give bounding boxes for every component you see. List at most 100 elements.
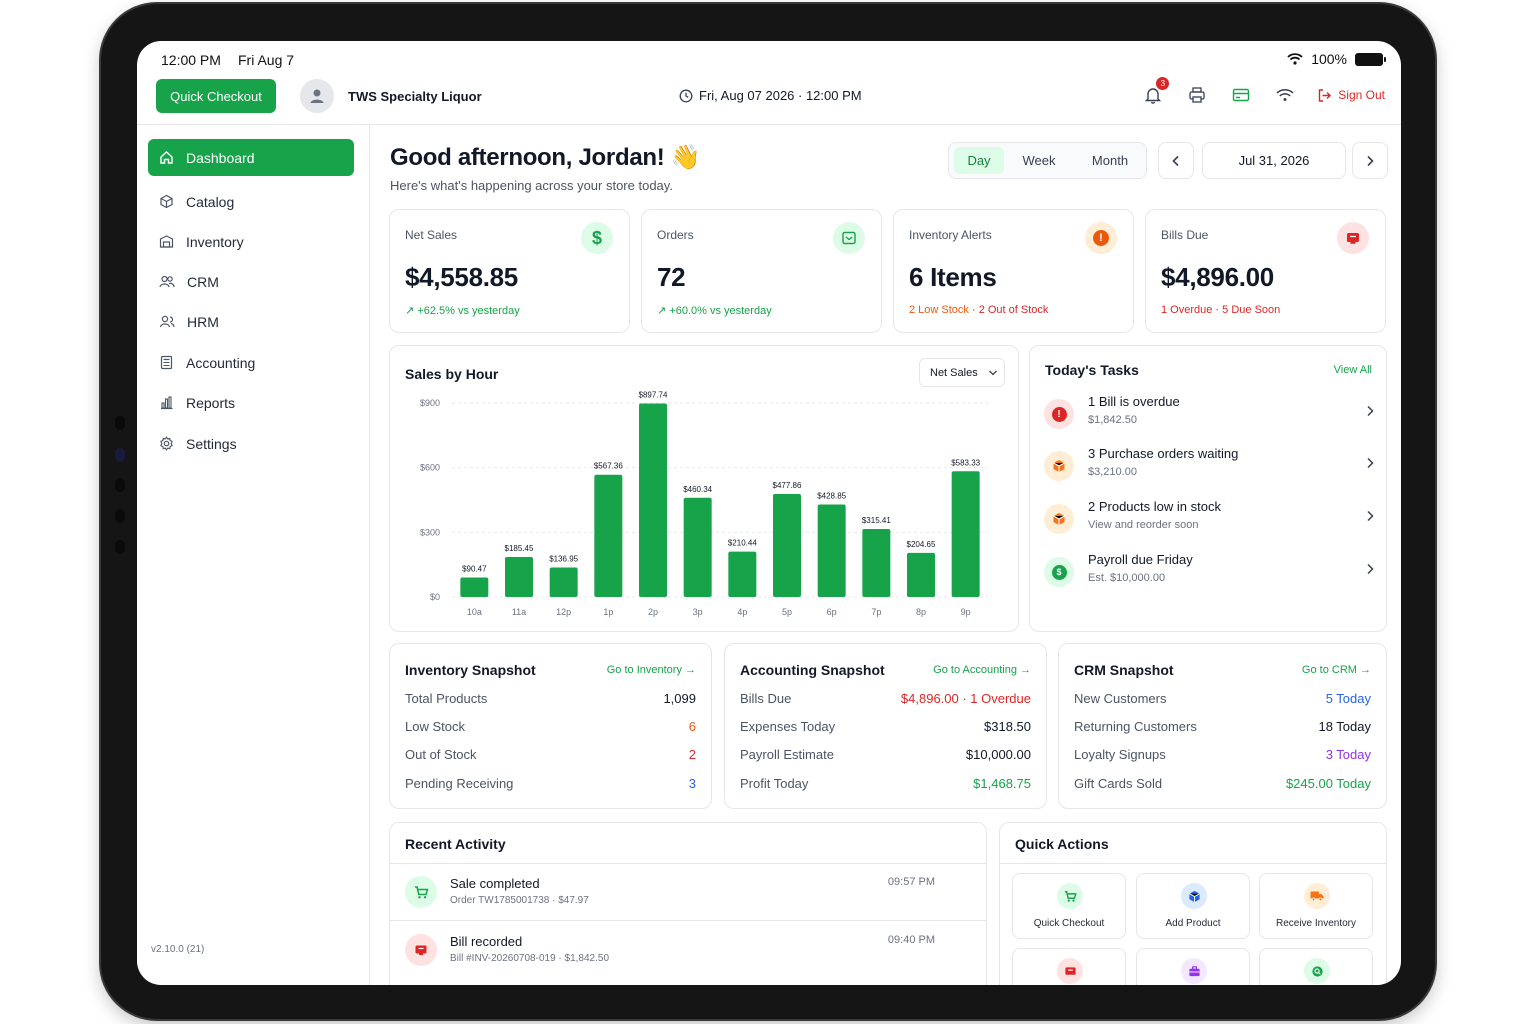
customer-search-icon <box>1304 958 1330 984</box>
bill-icon <box>1337 222 1369 254</box>
quick-action-add-product[interactable]: Add Product <box>1136 873 1250 939</box>
recent-activity-card: Recent Activity Sale completed Order TW1… <box>389 822 987 985</box>
x-tick-label: 2p <box>648 607 658 617</box>
snapshot-title: CRM Snapshot <box>1074 662 1174 678</box>
view-all-tasks-link[interactable]: View All <box>1333 364 1372 376</box>
snapshot-row: Out of Stock 2 <box>405 747 696 767</box>
go-to-crm-link[interactable]: Go to CRM → <box>1301 664 1371 676</box>
network-button[interactable] <box>1273 83 1297 107</box>
kpi-bills-due[interactable]: Bills Due $4,896.00 1 Overdue · 5 Due So… <box>1145 209 1386 333</box>
sidebar-item-reports[interactable]: Reports <box>148 384 354 421</box>
period-day[interactable]: Day <box>954 147 1004 174</box>
x-tick-label: 10a <box>467 607 482 617</box>
row-label: Gift Cards Sold <box>1074 776 1163 791</box>
due-soon-text: 5 Due Soon <box>1222 304 1281 316</box>
box-icon <box>1181 883 1207 909</box>
battery-icon <box>1355 52 1386 66</box>
wifi-icon <box>1287 53 1303 65</box>
row-label: Total Products <box>405 691 488 706</box>
next-date-button[interactable] <box>1352 142 1388 179</box>
task-subtitle: Est. $10,000.00 <box>1088 572 1166 584</box>
kpi-label: Bills Due <box>1161 228 1209 242</box>
device-button <box>115 509 125 523</box>
quick-action-receive-inventory[interactable]: Receive Inventory <box>1259 873 1373 939</box>
tasks-title: Today's Tasks <box>1045 362 1139 378</box>
avatar[interactable] <box>300 79 334 113</box>
chevron-right-icon <box>1367 155 1374 166</box>
sign-out-button[interactable]: Sign Out <box>1317 88 1385 103</box>
notifications-button[interactable]: 3 <box>1141 77 1170 107</box>
date-picker[interactable]: Jul 31, 2026 <box>1202 142 1346 179</box>
current-datetime: Fri, Aug 07 2026 · 12:00 PM <box>679 88 862 103</box>
package-icon <box>1044 504 1074 534</box>
sidebar-item-label: HRM <box>187 313 219 330</box>
device-button <box>115 416 125 430</box>
calculator-icon <box>160 355 173 370</box>
sidebar-item-inventory[interactable]: Inventory <box>148 223 354 260</box>
task-payroll[interactable]: $ Payroll due Friday Est. $10,000.00 <box>1044 551 1374 601</box>
package-icon <box>1044 451 1074 481</box>
row-value: $245.00 Today <box>1285 776 1371 791</box>
chart-metric-select[interactable]: Net Sales <box>919 358 1005 387</box>
period-month[interactable]: Month <box>1091 153 1129 168</box>
activity-time: 09:57 PM <box>887 876 935 888</box>
users-icon <box>159 275 175 288</box>
snapshot-row: Returning Customers 18 Today <box>1074 719 1371 739</box>
row-value: 18 Today <box>1318 719 1371 734</box>
todays-tasks-card: Today's Tasks View All ! 1 Bill is overd… <box>1029 345 1387 632</box>
sidebar-item-hrm[interactable]: HRM <box>148 303 354 340</box>
x-tick-label: 12p <box>556 607 571 617</box>
battery-percent: 100% <box>1311 51 1347 67</box>
period-selector: Day Week Month <box>948 142 1147 179</box>
previous-date-button[interactable] <box>1158 142 1194 179</box>
bar-value-label: $567.36 <box>594 462 623 471</box>
x-tick-label: 1p <box>603 607 613 617</box>
app-screen: 12:00 PM Fri Aug 7 100% Quick Checkout T… <box>137 41 1401 985</box>
chevron-right-icon <box>1367 563 1374 575</box>
row-label: Payroll Estimate <box>740 747 834 762</box>
bar <box>594 474 623 597</box>
page-subtitle: Here's what's happening across your stor… <box>390 178 673 193</box>
chevron-right-icon <box>1367 510 1374 522</box>
team-icon <box>159 315 175 328</box>
sidebar-item-catalog[interactable]: Catalog <box>148 183 354 220</box>
quick-action-customer[interactable] <box>1259 948 1373 985</box>
print-button[interactable] <box>1185 83 1209 107</box>
row-value: 3 <box>688 776 696 791</box>
activity-item[interactable]: Bill recorded Bill #INV-20260708-019 · $… <box>390 922 986 978</box>
kpi-net-sales[interactable]: Net Sales $4,558.85 ↗ +62.5% vs yesterda… <box>389 209 630 333</box>
go-to-accounting-link[interactable]: Go to Accounting → <box>933 664 1031 676</box>
device-button <box>115 448 125 462</box>
row-value: 5 Today <box>1325 691 1371 706</box>
period-week[interactable]: Week <box>1022 153 1056 168</box>
clock-icon <box>679 89 693 102</box>
bar <box>683 497 712 597</box>
sidebar-item-label: CRM <box>187 273 219 290</box>
quick-action-checkout[interactable]: Quick Checkout <box>1012 873 1126 939</box>
device-button <box>115 540 125 554</box>
task-subtitle: View and reorder soon <box>1088 519 1199 531</box>
sidebar-item-dashboard[interactable]: Dashboard <box>148 139 354 176</box>
status-time: 12:00 PM <box>161 52 221 68</box>
quick-checkout-button[interactable]: Quick Checkout <box>156 79 276 113</box>
kpi-inventory-alerts[interactable]: Inventory Alerts 6 Items 2 Low Stock · 2… <box>893 209 1134 333</box>
sidebar-item-settings[interactable]: Settings <box>148 425 354 462</box>
sidebar-item-crm[interactable]: CRM <box>148 263 354 300</box>
card-reader-button[interactable] <box>1229 83 1253 107</box>
row-label: Loyalty Signups <box>1074 747 1166 762</box>
sidebar-item-accounting[interactable]: Accounting <box>148 344 354 381</box>
bar <box>639 403 667 597</box>
bar-value-label: $428.85 <box>817 492 846 501</box>
kpi-orders[interactable]: Orders 72 ↗ +60.0% vs yesterday <box>641 209 882 333</box>
activity-item[interactable]: Sale completed Order TW1785001738 · $47.… <box>390 864 986 920</box>
x-tick-label: 8p <box>916 607 926 617</box>
quick-action-bill[interactable] <box>1012 948 1126 985</box>
task-low-stock[interactable]: 2 Products low in stock View and reorder… <box>1044 498 1374 548</box>
overdue-text: 1 Overdue <box>1161 304 1213 316</box>
task-purchase-orders[interactable]: 3 Purchase orders waiting $3,210.00 <box>1044 445 1374 495</box>
snapshot-title: Accounting Snapshot <box>740 662 885 678</box>
row-label: New Customers <box>1074 691 1167 706</box>
quick-action-briefcase[interactable] <box>1136 948 1250 985</box>
task-overdue-bill[interactable]: ! 1 Bill is overdue $1,842.50 <box>1044 393 1374 443</box>
go-to-inventory-link[interactable]: Go to Inventory → <box>606 664 696 676</box>
